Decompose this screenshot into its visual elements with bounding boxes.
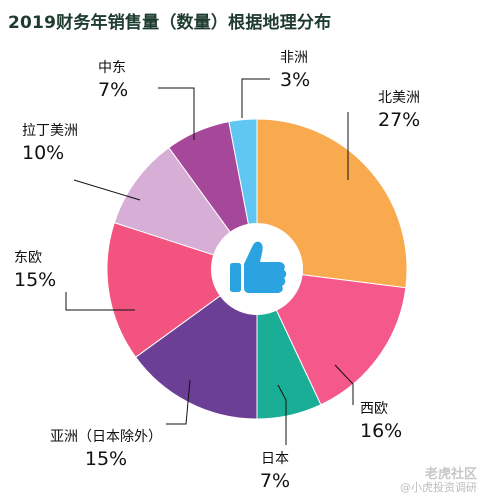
watermark: 老虎社区 @小虎投资调研 <box>400 468 477 494</box>
slice-name-label: 非洲 <box>280 50 308 66</box>
slice-name-label: 亚洲（日本除外） <box>50 429 162 445</box>
slice-percent-label: 15% <box>14 269 56 291</box>
slice-percent-label: 3% <box>280 69 310 91</box>
slice-percent-label: 16% <box>360 420 402 442</box>
leader-line <box>73 179 141 201</box>
slice-name-label: 中东 <box>98 60 126 76</box>
slice-percent-label: 7% <box>260 470 290 492</box>
thumbs-up-icon <box>230 241 287 293</box>
slice-name-label: 西欧 <box>360 401 388 417</box>
slice-percent-label: 7% <box>98 79 128 101</box>
slice-name-label: 北美洲 <box>378 90 420 106</box>
slice-percent-label: 27% <box>378 109 420 131</box>
pie-slice <box>134 268 258 420</box>
pie-slice <box>256 268 407 406</box>
watermark-main: 老虎社区 <box>424 467 477 482</box>
slice-percent-label: 10% <box>22 142 64 164</box>
pie-slice <box>113 146 259 270</box>
leader-line <box>241 78 270 118</box>
leader-line <box>334 364 354 405</box>
slice-name-label: 拉丁美洲 <box>22 123 78 139</box>
slice-name-label: 日本 <box>261 451 289 467</box>
leader-line <box>158 87 195 140</box>
slice-name-label: 东欧 <box>14 250 42 266</box>
slice-percent-label: 15% <box>85 448 127 470</box>
leader-line <box>65 292 135 311</box>
leader-line <box>166 379 191 425</box>
leader-line <box>277 384 287 445</box>
pie-slice <box>106 222 259 358</box>
center-badge <box>211 223 303 315</box>
watermark-sub: @小虎投资调研 <box>400 481 477 494</box>
chart-title: 2019财务年销售量（数量）根据地理分布 <box>8 13 332 33</box>
